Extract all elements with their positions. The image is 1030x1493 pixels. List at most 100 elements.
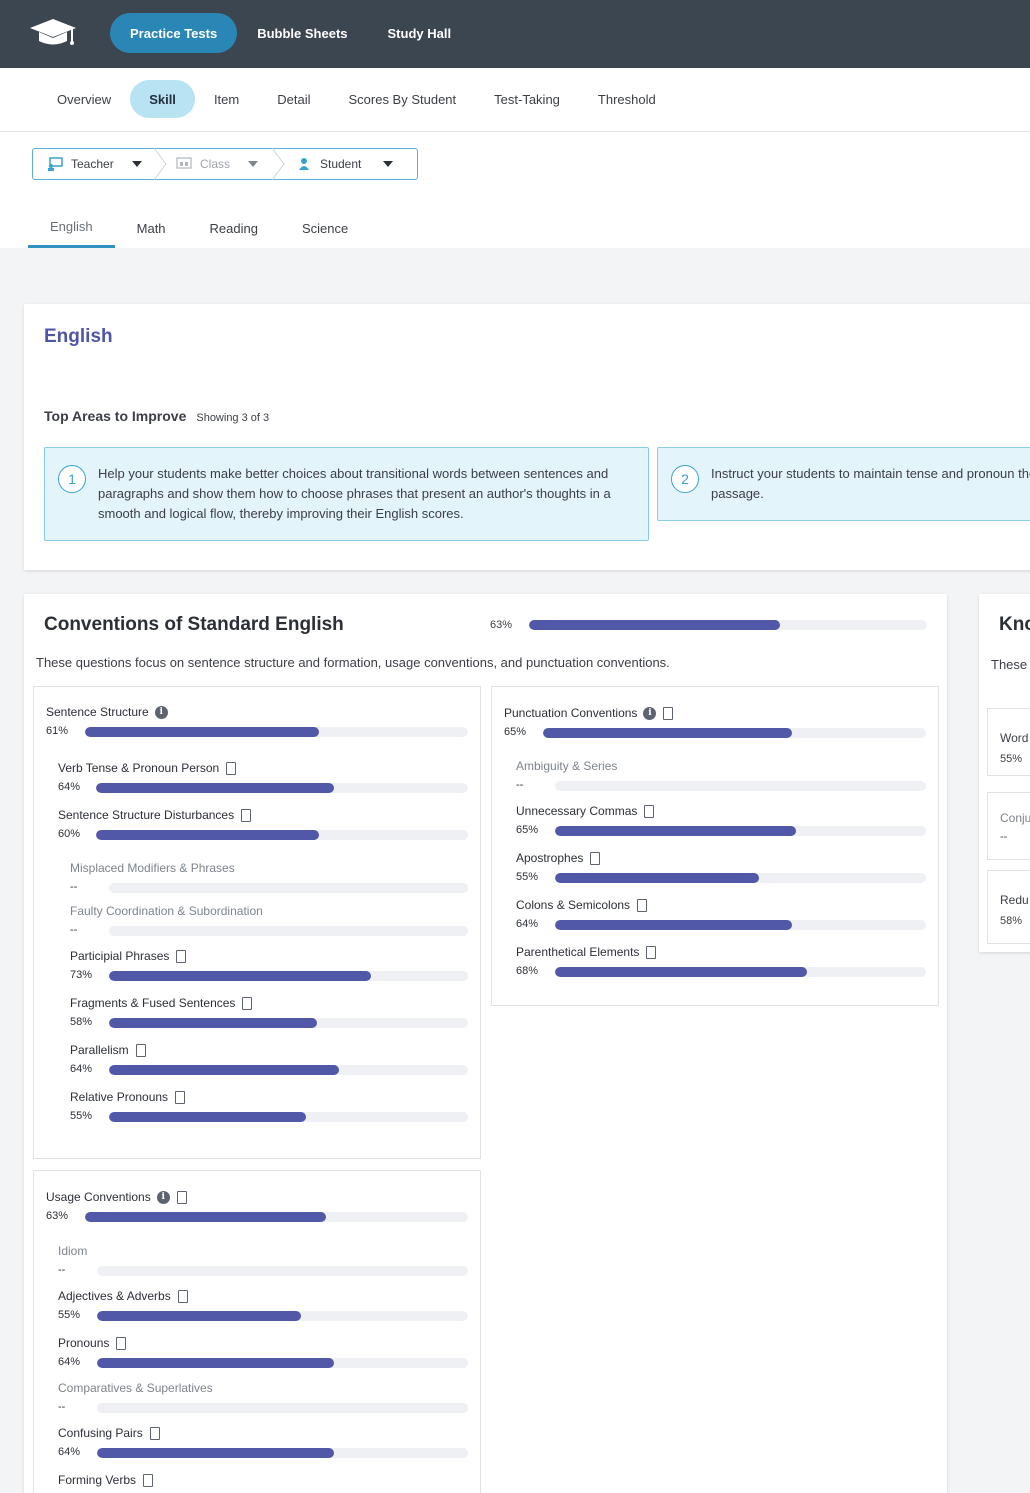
punctuation-skill-bar — [555, 826, 926, 836]
chevron-down-icon — [248, 161, 259, 167]
usage-skill-pct: -- — [58, 1401, 66, 1413]
tip-text: Help your students make better choices a… — [98, 466, 611, 521]
student-dropdown[interactable]: Student — [286, 149, 416, 179]
tab-skill[interactable]: Skill — [130, 80, 195, 118]
usage-skill-bar — [97, 1358, 468, 1368]
sentence-skill-pct: 58% — [70, 1016, 93, 1028]
book-icon[interactable] — [116, 1336, 127, 1350]
sentence-structure-bar — [85, 727, 468, 737]
usage-skill-label: Confusing Pairs — [58, 1426, 160, 1440]
punctuation-skill-bar-fill — [555, 920, 793, 930]
tab-threshold[interactable]: Threshold — [597, 91, 656, 107]
nav-study-hall[interactable]: Study Hall — [387, 25, 452, 41]
sentence-skill-text: Misplaced Modifiers & Phrases — [70, 861, 235, 875]
sentence-skill-bar — [96, 783, 468, 793]
nav-practice-tests[interactable]: Practice Tests — [110, 13, 238, 53]
book-icon[interactable] — [663, 706, 674, 720]
chevron-down-icon — [131, 161, 142, 167]
book-icon[interactable] — [646, 945, 657, 959]
knowledge-item-label: Conju — [1000, 811, 1030, 825]
teacher-label: Teacher — [71, 157, 114, 171]
punctuation-skill-pct: 65% — [516, 824, 539, 836]
usage-panel: Usage Conventions i 63% Idiom -- Adjectives &… — [33, 1170, 481, 1493]
improve-heading: Top Areas to Improve — [44, 408, 187, 424]
info-icon[interactable]: i — [154, 705, 168, 719]
punctuation-skill-label: Ambiguity & Series — [516, 759, 617, 773]
punctuation-skill-bar — [555, 873, 926, 883]
book-icon[interactable] — [176, 949, 187, 963]
tab-math[interactable]: Math — [136, 220, 166, 236]
usage-pct: 63% — [46, 1210, 69, 1222]
sentence-skill-label: Participial Phrases — [70, 949, 187, 963]
book-icon[interactable] — [242, 996, 253, 1010]
book-icon[interactable] — [135, 1043, 146, 1057]
tab-test-taking[interactable]: Test-Taking — [494, 91, 560, 107]
book-icon[interactable] — [176, 1190, 187, 1204]
punctuation-skill-text: Unnecessary Commas — [516, 804, 638, 818]
class-dropdown[interactable]: Class — [168, 149, 274, 179]
teacher-dropdown[interactable]: Teacher — [33, 149, 156, 179]
usage-bar-fill — [85, 1212, 327, 1222]
sentence-skill-pct: 64% — [70, 1063, 93, 1075]
book-icon[interactable] — [177, 1289, 188, 1303]
book-icon[interactable] — [644, 804, 655, 818]
class-label: Class — [200, 157, 231, 171]
usage-skill-pct: 55% — [58, 1309, 81, 1321]
subject-tabs: English Math Reading Science — [28, 208, 370, 248]
knowledge-item: Conju -- — [987, 792, 1030, 860]
knowledge-item-pct: 58% — [1000, 915, 1023, 927]
nav-bubble-sheets[interactable]: Bubble Sheets — [257, 25, 348, 41]
usage-skill-text: Confusing Pairs — [58, 1426, 143, 1440]
usage-skill-label: Comparatives & Superlatives — [58, 1381, 213, 1395]
punctuation-skill-pct: 64% — [516, 918, 539, 930]
sentence-skill-pct: 73% — [70, 969, 93, 981]
usage-skill-text: Comparatives & Superlatives — [58, 1381, 213, 1395]
tab-reading[interactable]: Reading — [209, 220, 258, 236]
usage-skill-text: Forming Verbs — [58, 1473, 137, 1487]
knowledge-item: Word 55% — [987, 708, 1030, 776]
book-icon[interactable] — [149, 1426, 160, 1440]
usage-bar — [85, 1212, 468, 1222]
conventions-description: These questions focus on sentence struct… — [36, 655, 670, 670]
book-icon[interactable] — [143, 1473, 154, 1487]
punctuation-skill-bar-fill — [555, 873, 760, 883]
sentence-skill-bar-fill — [109, 1112, 307, 1122]
usage-skill-bar — [97, 1448, 468, 1458]
sentence-skill-label: Sentence Structure Disturbances — [58, 808, 252, 822]
tab-detail[interactable]: Detail — [277, 91, 311, 107]
teacher-icon — [47, 157, 63, 171]
graduation-cap-icon[interactable] — [28, 16, 78, 50]
tab-english[interactable]: English — [28, 208, 115, 248]
tip-text: Instruct your students to maintain tense… — [711, 466, 1030, 501]
book-icon[interactable] — [637, 898, 648, 912]
improve-count: Showing 3 of 3 — [196, 412, 270, 424]
sentence-skill-bar-fill — [109, 1065, 339, 1075]
book-icon[interactable] — [175, 1090, 186, 1104]
punctuation-skill-pct: -- — [516, 779, 524, 791]
usage-skill-label: Adjectives & Adverbs — [58, 1289, 188, 1303]
sentence-skill-bar — [109, 971, 468, 981]
class-icon — [176, 157, 192, 171]
usage-skill-bar-fill — [97, 1448, 335, 1458]
sentence-skill-pct: 64% — [58, 781, 81, 793]
knowledge-item-label: Word — [1000, 731, 1029, 745]
tab-overview[interactable]: Overview — [57, 91, 112, 107]
usage-skill-bar-fill — [97, 1358, 335, 1368]
usage-skill-bar — [97, 1266, 468, 1276]
punctuation-skill-bar-fill — [555, 826, 797, 836]
tab-scores-by-student[interactable]: Scores By Student — [348, 91, 457, 107]
info-icon[interactable]: i — [643, 706, 657, 720]
top-header: Practice Tests Bubble Sheets Study Hall — [0, 0, 1030, 68]
sentence-skill-bar — [109, 1112, 468, 1122]
book-icon[interactable] — [241, 808, 252, 822]
punctuation-skill-pct: 68% — [516, 965, 539, 977]
book-icon[interactable] — [226, 761, 237, 775]
sentence-skill-bar-fill — [96, 830, 320, 840]
book-icon[interactable] — [590, 851, 601, 865]
tab-science[interactable]: Science — [301, 220, 349, 236]
sentence-skill-bar — [96, 830, 468, 840]
tab-item[interactable]: Item — [213, 91, 240, 107]
sentence-skill-label: Faulty Coordination & Subordination — [70, 904, 263, 918]
punctuation-skill-text: Colons & Semicolons — [516, 898, 631, 912]
info-icon[interactable]: i — [156, 1190, 170, 1204]
